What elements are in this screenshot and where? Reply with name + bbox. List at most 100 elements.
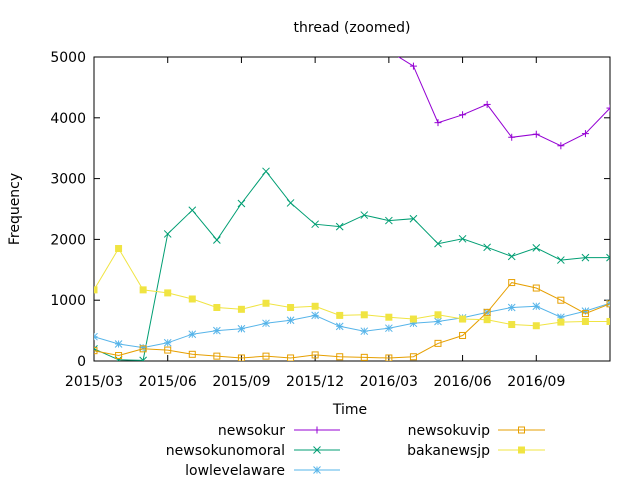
legend-label: newsokuvip — [408, 423, 491, 439]
series-bakanewsjp — [94, 245, 610, 330]
data-point — [287, 303, 295, 311]
data-point — [409, 62, 417, 70]
data-point — [385, 216, 393, 225]
data-point — [434, 339, 442, 347]
series-newsokuvip — [94, 279, 610, 361]
legend-label: newsokur — [218, 423, 285, 439]
data-point — [606, 253, 610, 262]
data-point — [581, 310, 589, 318]
legend-item: newsokunomoral — [166, 443, 340, 459]
data-point — [237, 199, 246, 208]
data-point — [237, 354, 245, 361]
data-point — [557, 318, 565, 326]
data-point — [483, 243, 491, 252]
data-point — [483, 316, 491, 324]
y-tick-label: 5000 — [50, 50, 86, 66]
data-point — [581, 253, 590, 262]
data-point — [313, 426, 321, 434]
data-point — [557, 142, 565, 150]
y-axis-label: Frequency — [7, 173, 23, 245]
data-point — [335, 222, 344, 231]
legend-item: newsokuvip — [408, 423, 545, 439]
data-point — [287, 354, 295, 361]
data-point — [164, 289, 172, 297]
data-point — [581, 307, 590, 315]
data-point — [313, 466, 321, 474]
data-point — [434, 239, 442, 248]
data-point — [311, 302, 319, 310]
data-point — [163, 230, 172, 238]
data-point — [532, 284, 540, 292]
data-point — [434, 119, 442, 127]
data-point — [606, 104, 610, 112]
legend-label: lowlevelaware — [185, 463, 285, 479]
data-point — [262, 319, 270, 328]
data-point — [114, 340, 123, 348]
y-tick-label: 2000 — [50, 232, 86, 248]
series-line — [94, 282, 610, 359]
data-point — [94, 286, 98, 294]
data-point — [532, 130, 540, 138]
data-point — [483, 308, 491, 316]
data-point — [518, 446, 525, 454]
y-tick-label: 4000 — [50, 111, 86, 127]
legend-item: lowlevelaware — [185, 463, 340, 479]
data-point — [188, 350, 196, 358]
data-point — [311, 220, 319, 229]
data-point — [94, 347, 98, 355]
data-point — [507, 252, 516, 261]
legend-label: bakanewsjp — [407, 443, 490, 459]
x-tick-label: 2016/06 — [433, 374, 491, 390]
y-tick-label: 0 — [77, 354, 86, 370]
data-point — [336, 311, 344, 319]
x-tick-label: 2015/03 — [65, 374, 123, 390]
data-point — [459, 111, 467, 119]
data-point — [518, 426, 525, 434]
data-point — [385, 47, 392, 54]
data-point — [557, 256, 565, 264]
data-point — [311, 311, 319, 320]
data-point — [286, 316, 295, 325]
data-point — [115, 245, 123, 253]
data-point — [508, 133, 516, 141]
series-newsokur — [385, 47, 610, 150]
data-point — [213, 352, 221, 360]
data-point — [313, 446, 321, 454]
series-layer — [94, 47, 610, 361]
x-tick-label: 2015/12 — [286, 374, 344, 390]
data-point — [385, 324, 393, 333]
data-point — [508, 321, 516, 329]
data-point — [483, 100, 491, 108]
x-tick-label: 2015/09 — [212, 374, 270, 390]
data-point — [237, 305, 245, 313]
data-point — [409, 315, 417, 323]
chart-title: thread (zoomed) — [294, 20, 411, 36]
data-point — [532, 244, 541, 252]
x-tick-label: 2015/06 — [139, 374, 197, 390]
data-point — [94, 332, 98, 341]
x-tick-label: 2016/09 — [507, 374, 565, 390]
data-point — [164, 346, 172, 354]
data-point — [385, 354, 393, 361]
data-point — [213, 236, 221, 244]
data-point — [335, 322, 344, 331]
data-point — [311, 351, 319, 359]
data-point — [532, 302, 541, 311]
data-point — [115, 352, 123, 360]
data-point — [409, 214, 418, 223]
series-line — [397, 57, 610, 147]
data-point — [188, 330, 197, 339]
data-point — [507, 303, 516, 312]
data-point — [458, 234, 467, 243]
data-point — [360, 353, 368, 361]
data-point — [459, 331, 467, 339]
data-point — [139, 343, 147, 352]
data-point — [213, 326, 221, 335]
series-line — [94, 247, 610, 327]
data-point — [262, 299, 270, 307]
axes: 0 1000 2000 3000 4000 5000 2015/03 2015/06 2015/… — [50, 50, 610, 390]
data-point — [139, 286, 147, 294]
series-newsokunomoral — [94, 167, 610, 361]
data-point — [532, 322, 540, 330]
